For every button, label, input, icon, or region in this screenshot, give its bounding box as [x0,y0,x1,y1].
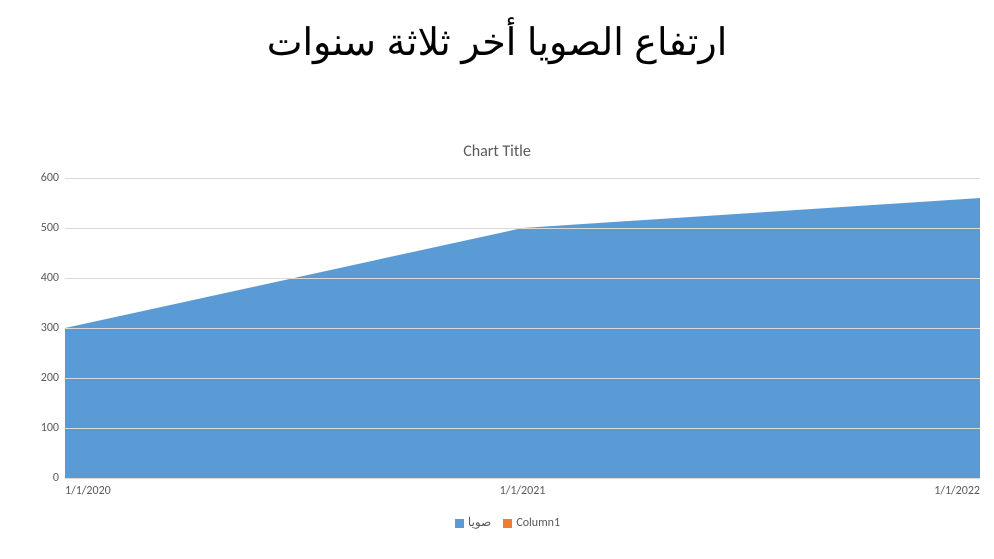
chart-subtitle: Chart Title [0,142,994,161]
gridline [65,328,980,329]
gridline [65,378,980,379]
gridline [65,428,980,429]
x-axis-label: 1/1/2020 [65,484,111,498]
gridline [65,228,980,229]
legend-swatch [455,519,464,528]
legend-swatch [503,519,512,528]
legend-label: صويا [468,516,491,530]
gridline [65,178,980,179]
gridline [65,278,980,279]
legend-item: Column1 [503,516,560,530]
y-axis-label: 200 [41,371,59,385]
y-axis-label: 300 [41,321,59,335]
chart-container: 0 100 200 300 400 500 600 1/1/2020 1/1/2021 1/1/2… [30,170,985,530]
page: ارتفاع الصويا أخر ثلاثة سنوات Chart Titl… [0,0,994,559]
legend: صويا Column1 [30,515,985,530]
legend-item: صويا [455,515,491,530]
y-axis-label: 0 [53,471,59,485]
x-axis-label: 1/1/2022 [934,484,980,498]
y-axis-label: 100 [41,421,59,435]
x-axis-label: 1/1/2021 [500,484,546,498]
plot-area: 01002003004005006001/1/20201/1/20211/1/2… [65,178,980,478]
legend-label: Column1 [516,516,560,530]
y-axis-label: 400 [41,271,59,285]
y-axis-label: 500 [41,221,59,235]
series-area [65,198,980,478]
y-axis-label: 600 [41,171,59,185]
main-title: ارتفاع الصويا أخر ثلاثة سنوات [0,20,994,65]
gridline [65,478,980,479]
